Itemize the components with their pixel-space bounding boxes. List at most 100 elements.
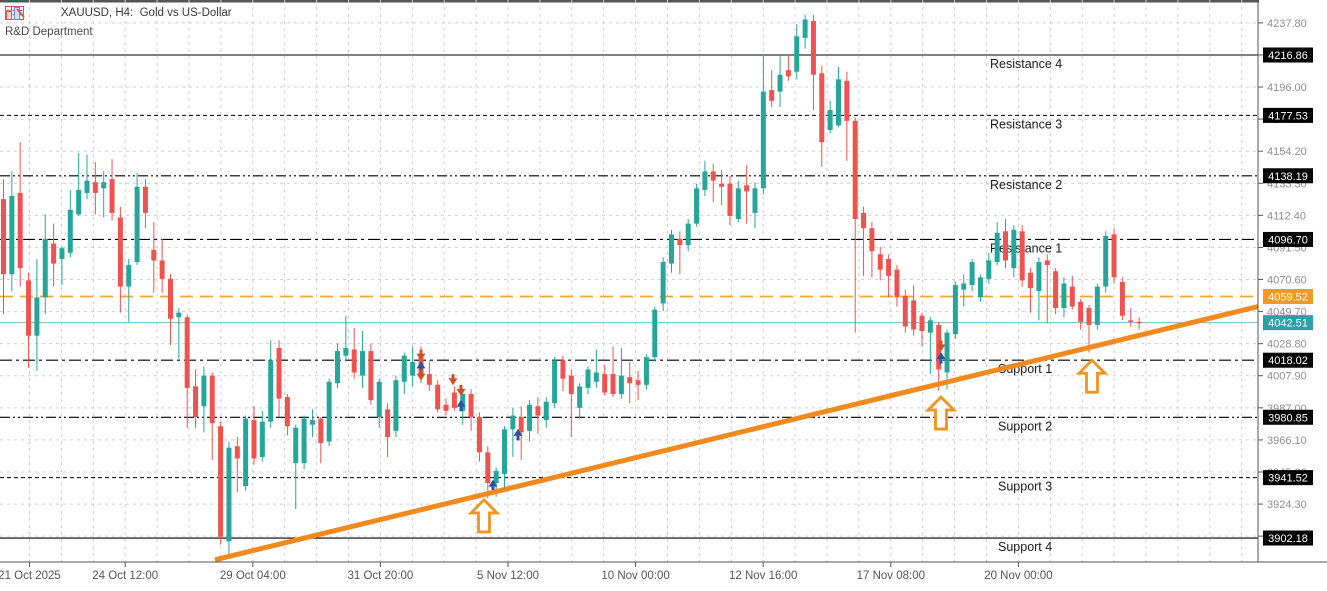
trend-up-arrow[interactable] [467,497,501,534]
candle-body-bull [685,223,691,246]
candle-body-bear [476,417,482,453]
candle-body-bull [669,234,674,264]
candle-body-bull [34,297,40,336]
sell-arrow-marker[interactable] [456,388,466,396]
window-top-edge [0,0,1327,3]
candle-body-bull [543,401,549,421]
level-price-badge-bg [1263,409,1313,425]
price-tick-label: 4112.40 [1267,210,1306,222]
candle-body-bear [869,228,875,252]
price-tick-label: 3966.10 [1267,435,1307,447]
candle-body-bull [552,360,558,404]
candle-body-bear [1119,281,1125,316]
candle-body-bull [527,404,533,431]
buy-arrow-marker[interactable] [456,399,466,407]
candle-body-bear [602,374,608,393]
sell-arrow-marker[interactable] [416,353,426,361]
candle-body-bull [126,265,132,287]
sell-arrow-marker[interactable] [448,378,458,386]
candle-body-bull [502,429,507,474]
price-tick-label: 4154.20 [1267,146,1307,158]
time-tick-label: 5 Nov 12:00 [477,570,539,582]
candle-body-bear [610,374,616,395]
candle-body-bull [961,283,967,290]
candle-body-bear [184,317,190,388]
candle-body-bear [819,73,825,143]
candle-body-bear [1136,321,1142,324]
candle-body-bear [844,80,850,121]
candle-body-bear [677,238,683,246]
candle-body-bull [226,447,232,542]
current-price-badge-text: 4042.51 [1268,318,1308,330]
ascending-trendline[interactable] [214,304,1259,563]
buy-arrow-marker[interactable] [936,352,946,360]
level-label-resistance-3: Resistance 3 [990,117,1062,131]
candle-body-bear [468,394,474,418]
candle-body-bear [351,349,357,373]
sell-arrow-stem [419,369,423,375]
candle-body-bull [84,180,90,193]
price-tick-label: 4196.00 [1267,82,1307,94]
buy-arrow-marker[interactable] [513,428,523,436]
candle-body-bear [151,249,157,261]
candle-body-bull [752,188,758,213]
candle-body-bull [660,262,666,304]
sell-arrow-stem [459,384,463,390]
time-tick-label: 29 Oct 04:00 [220,570,286,582]
level-price-badge-text: 3980.85 [1268,412,1308,424]
bar-chart-icon[interactable] [6,5,51,21]
candle-body-bear [769,90,775,101]
time-tick-label: 31 Oct 20:00 [347,570,413,582]
candle-body-bull [42,238,48,298]
trend-up-arrow[interactable] [1075,358,1109,394]
level-label-support-3: Support 3 [998,480,1052,494]
candle-body-bull [735,188,741,220]
candle-body-bull [301,418,307,464]
buy-arrow-marker[interactable] [488,479,498,487]
price-tick-label: 3924.30 [1267,499,1307,511]
candle-body-bear [719,183,725,187]
level-price-badge-text: 4096.70 [1268,234,1308,246]
level-price-badge-text: 4177.53 [1268,110,1308,122]
candle-body-bull [309,420,315,425]
level-price-badge-bg [1263,231,1313,247]
candle-body-bull [176,312,182,318]
candle-body-bear [627,377,633,384]
candle-body-bear [1,199,6,275]
price-axis-panel[interactable] [1259,0,1327,562]
candle-body-bear [251,420,257,459]
level-price-badge-text: 4216.86 [1268,50,1308,62]
candle-body-bull [618,375,624,395]
candle-body-bear [109,179,115,213]
candle-body-bull [76,189,82,215]
level-label-support-4: Support 4 [998,540,1052,554]
candle-body-bear [852,120,858,220]
candle-body-bear [911,300,917,330]
candle-body-bull [969,262,975,286]
time-tick-label: 24 Oct 12:00 [92,570,158,582]
candle-body-bear [426,374,432,385]
candle-body-bear [710,171,716,181]
candle-body-bear [919,315,925,332]
level-price-badge-bg [1263,107,1313,123]
candle-body-bear [193,386,199,418]
candle-body-bear [785,70,791,77]
candle-body-bear [26,280,32,336]
sell-arrow-marker[interactable] [936,344,946,352]
candle-body-bull [9,196,15,275]
candle-body-bear [218,426,224,537]
candle-body-bull [585,369,591,388]
sell-arrow-marker[interactable] [416,373,426,381]
trend-up-arrow[interactable] [924,395,958,431]
candle-body-bear [1128,320,1134,322]
candle-body-bear [1078,301,1084,322]
candle-body-bull [794,36,800,72]
candle-body-bear [209,375,215,424]
candle-body-bull [101,182,107,189]
price-tick-label: 4028.80 [1267,339,1307,351]
candle-body-bull [393,380,399,431]
level-price-badge-text: 3902.18 [1268,533,1308,545]
buy-arrow-marker[interactable] [416,361,426,369]
